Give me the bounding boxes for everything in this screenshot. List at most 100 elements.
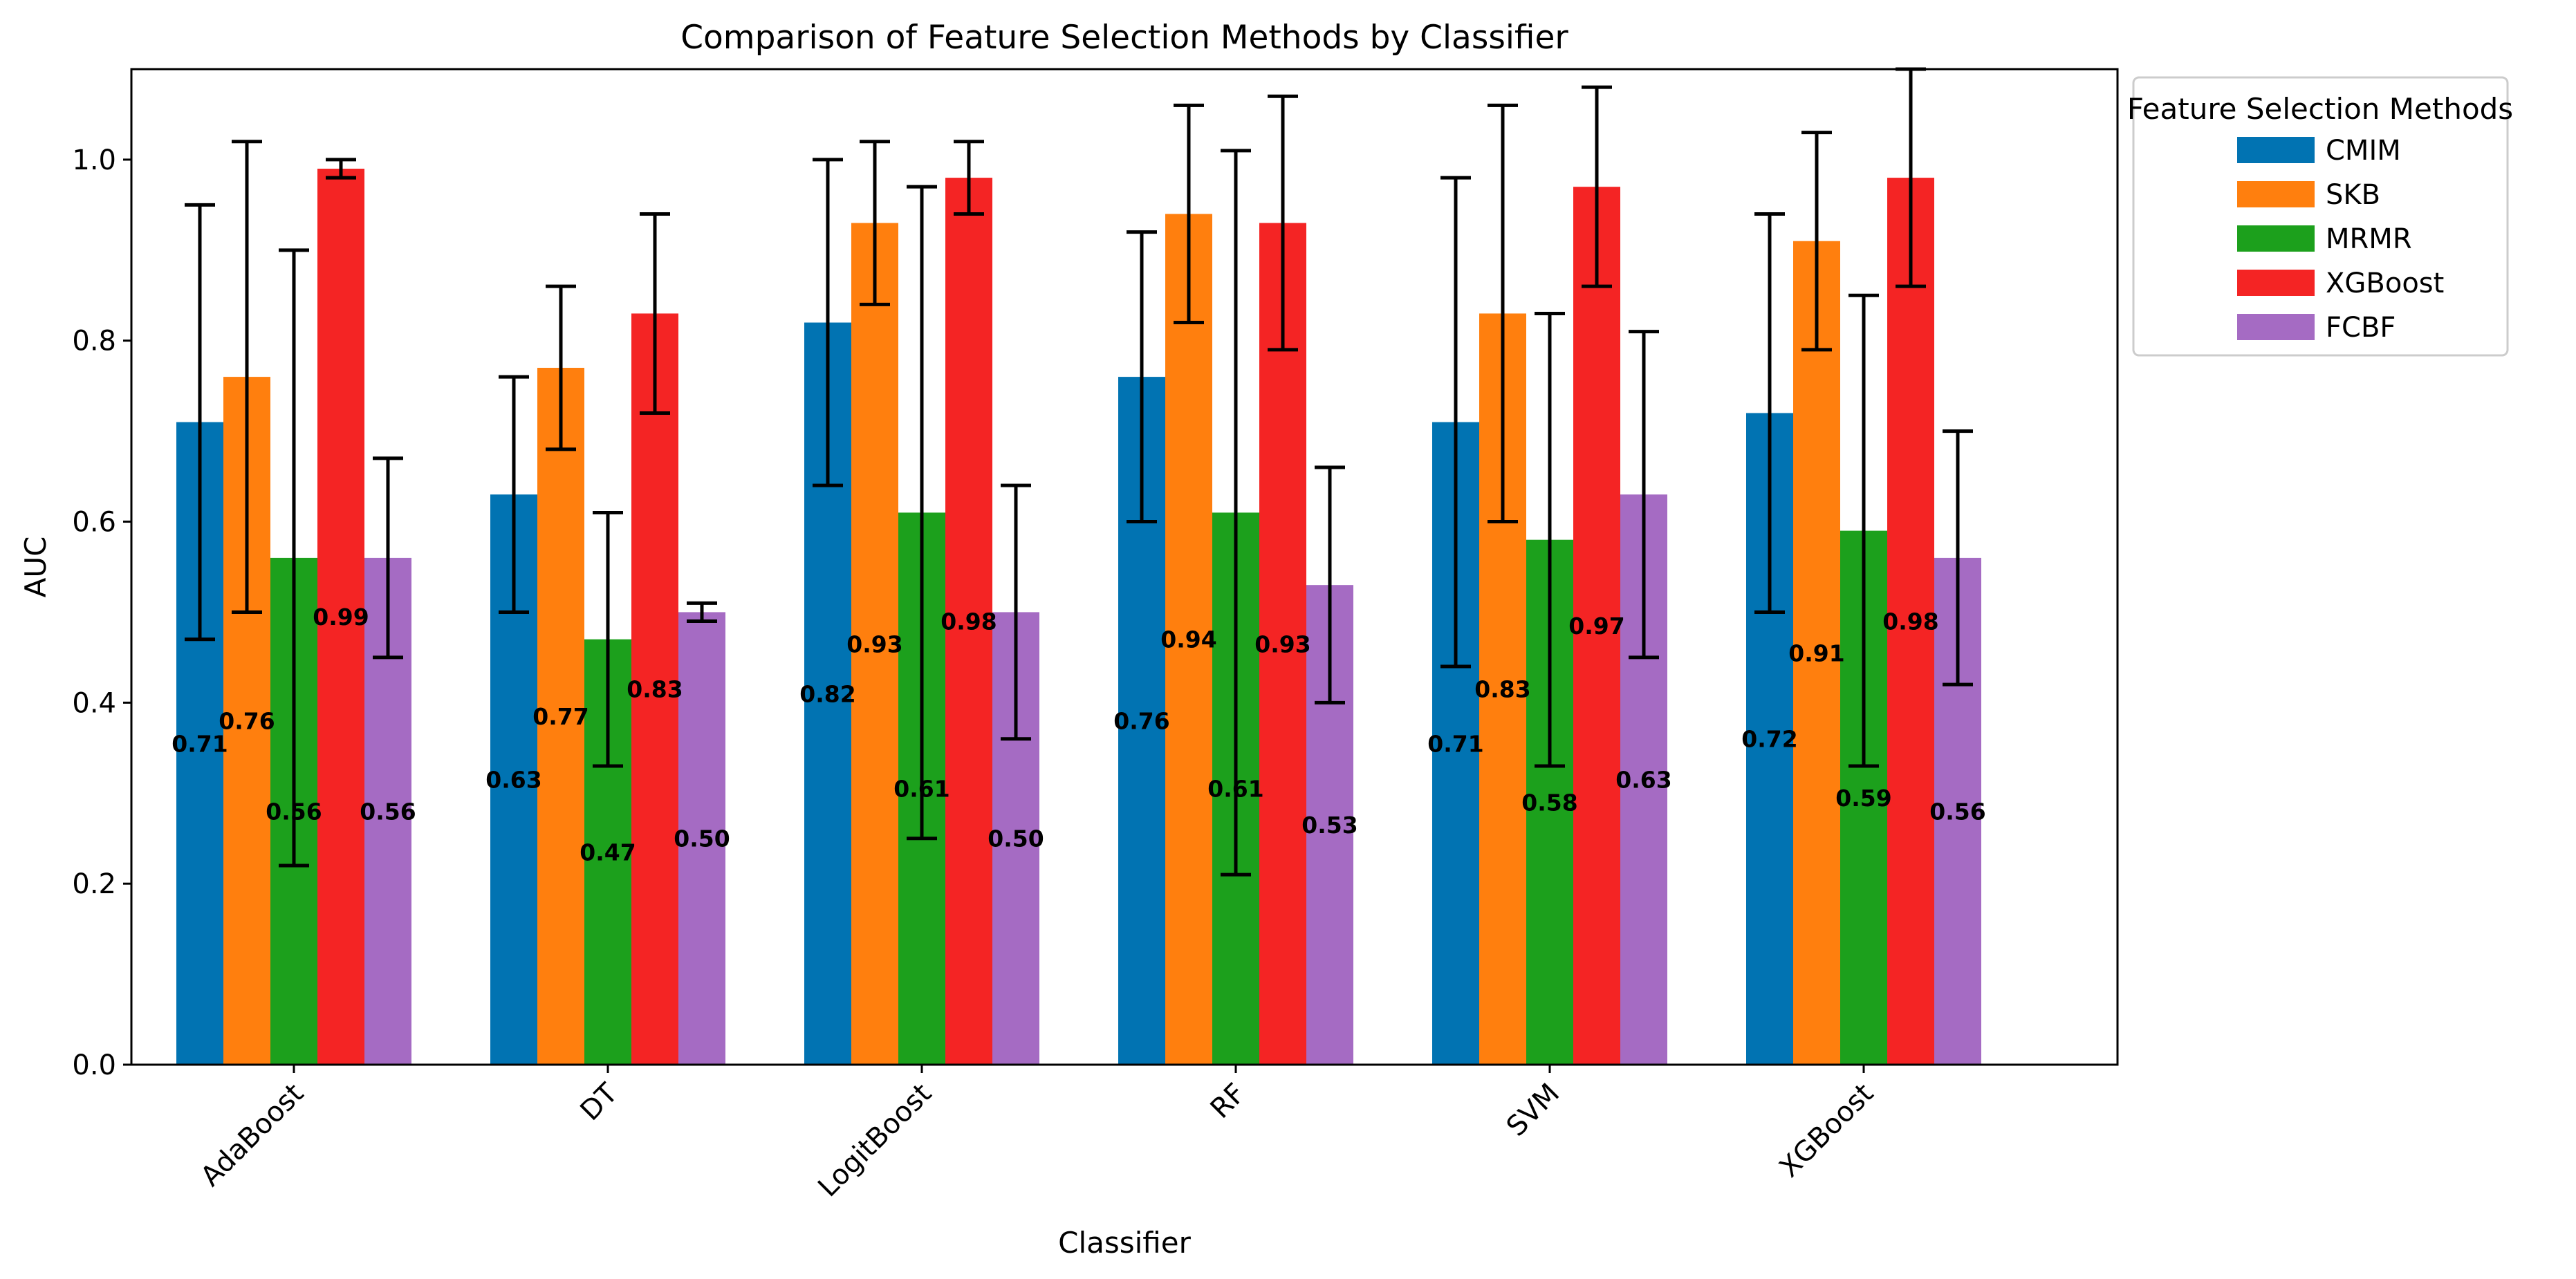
data-label-xgboost-dt: 0.83 xyxy=(627,676,683,703)
legend-label-skb: SKB xyxy=(2326,179,2380,211)
plot-frame xyxy=(130,68,2119,1066)
bar-skb-dt xyxy=(537,368,584,1065)
error-bar-xgboost-logitboost xyxy=(954,140,984,216)
error-bar-mrmr-svm xyxy=(1535,311,1565,768)
data-label-xgboost-svm: 0.97 xyxy=(1568,613,1624,640)
data-label-cmim-adaboost: 0.71 xyxy=(172,730,228,757)
data-label-skb-svm: 0.83 xyxy=(1474,676,1530,703)
x-axis-label: Classifier xyxy=(1058,1226,1191,1260)
legend-swatch-cmim xyxy=(2237,137,2315,163)
legend: Feature Selection Methods CMIM SKB MRMR XGB… xyxy=(2127,76,2513,357)
x-tick-label-logitboost: LogitBoost xyxy=(812,1078,938,1204)
legend-swatch-fcbf xyxy=(2237,314,2315,340)
error-bar-skb-rf xyxy=(1174,103,1204,325)
error-bar-cmim-xgboost xyxy=(1754,212,1785,614)
error-bar-skb-svm xyxy=(1488,103,1518,524)
data-label-xgboost-logitboost: 0.98 xyxy=(940,608,997,635)
error-bar-cmim-adaboost xyxy=(185,203,215,642)
bar-skb-xgboost xyxy=(1793,241,1840,1065)
chart-title: Comparison of Feature Selection Methods … xyxy=(680,19,1568,57)
legend-label-cmim: CMIM xyxy=(2326,135,2401,167)
bar-skb-rf xyxy=(1165,214,1212,1065)
error-bar-skb-dt xyxy=(546,284,576,451)
x-tick-label-xgboost: XGBoost xyxy=(1773,1078,1880,1184)
data-label-cmim-xgboost: 0.72 xyxy=(1741,726,1797,753)
data-label-fcbf-logitboost: 0.50 xyxy=(988,825,1044,852)
error-bar-cmim-svm xyxy=(1440,176,1471,669)
data-label-fcbf-adaboost: 0.56 xyxy=(360,798,416,825)
bar-xgboost-logitboost xyxy=(945,178,992,1065)
y-tick-label: 0.4 xyxy=(72,687,116,719)
data-label-skb-rf: 0.94 xyxy=(1160,626,1216,653)
error-bar-skb-logitboost xyxy=(860,140,890,306)
legend-title: Feature Selection Methods xyxy=(2127,92,2513,126)
error-bar-cmim-dt xyxy=(499,375,529,614)
error-bar-fcbf-adaboost xyxy=(373,456,403,660)
data-label-skb-xgboost: 0.91 xyxy=(1788,640,1844,666)
error-bar-fcbf-xgboost xyxy=(1943,429,1973,687)
legend-label-xgboost: XGBoost xyxy=(2326,268,2444,299)
data-label-mrmr-xgboost: 0.59 xyxy=(1835,785,1891,812)
data-label-fcbf-svm: 0.63 xyxy=(1615,767,1671,794)
x-tick-label-adaboost: AdaBoost xyxy=(195,1078,311,1193)
bar-fcbf-dt xyxy=(678,612,725,1065)
data-label-fcbf-xgboost: 0.56 xyxy=(1929,798,1985,825)
error-bar-skb-xgboost xyxy=(1801,131,1832,352)
data-label-xgboost-rf: 0.93 xyxy=(1254,631,1310,657)
error-bar-xgboost-dt xyxy=(640,212,670,415)
data-label-mrmr-logitboost: 0.61 xyxy=(893,776,949,803)
legend-label-mrmr: MRMR xyxy=(2326,223,2412,255)
legend-label-fcbf: FCBF xyxy=(2326,312,2396,344)
data-label-mrmr-dt: 0.47 xyxy=(580,839,636,866)
error-bar-mrmr-logitboost xyxy=(907,185,937,841)
data-label-cmim-rf: 0.76 xyxy=(1113,708,1169,735)
legend-swatch-mrmr xyxy=(2237,225,2315,252)
data-label-xgboost-xgboost: 0.98 xyxy=(1882,608,1938,635)
error-bar-mrmr-rf xyxy=(1221,149,1251,877)
error-bar-mrmr-dt xyxy=(593,510,623,768)
y-tick-label: 0.0 xyxy=(72,1049,116,1081)
data-label-skb-dt: 0.77 xyxy=(532,703,589,730)
bar-xgboost-dt xyxy=(631,313,678,1065)
y-axis-label: AUC xyxy=(19,536,53,598)
x-tick-label-svm: SVM xyxy=(1501,1078,1566,1143)
error-bar-mrmr-adaboost xyxy=(279,248,309,868)
error-bar-xgboost-rf xyxy=(1268,94,1298,352)
x-tick-label-dt: DT xyxy=(574,1077,624,1127)
error-bar-cmim-rf xyxy=(1127,230,1157,524)
data-label-skb-logitboost: 0.93 xyxy=(846,631,902,657)
bar-xgboost-svm xyxy=(1573,187,1620,1065)
y-tick-label: 1.0 xyxy=(72,144,116,176)
y-tick-label: 0.8 xyxy=(72,326,116,357)
error-bar-xgboost-adaboost xyxy=(326,158,356,180)
data-label-fcbf-rf: 0.53 xyxy=(1301,812,1358,839)
legend-swatch-skb xyxy=(2237,181,2315,207)
error-bar-skb-adaboost xyxy=(232,140,262,614)
error-bar-cmim-logitboost xyxy=(813,158,843,487)
error-bar-mrmr-xgboost xyxy=(1848,293,1879,768)
data-label-xgboost-adaboost: 0.99 xyxy=(313,604,369,631)
legend-items: CMIM SKB MRMR XGBoost FCBF xyxy=(2237,135,2444,344)
data-label-mrmr-rf: 0.61 xyxy=(1207,776,1263,803)
error-bar-xgboost-svm xyxy=(1582,85,1612,288)
x-tick-label-rf: RF xyxy=(1205,1078,1252,1125)
legend-swatch-xgboost xyxy=(2237,270,2315,296)
data-label-skb-adaboost: 0.76 xyxy=(219,708,275,735)
error-bar-fcbf-rf xyxy=(1315,465,1345,704)
error-bar-fcbf-dt xyxy=(687,601,717,624)
data-label-mrmr-adaboost: 0.56 xyxy=(266,798,322,825)
bar-xgboost-xgboost xyxy=(1887,178,1934,1065)
bar-skb-logitboost xyxy=(851,223,898,1065)
data-label-cmim-dt: 0.63 xyxy=(485,767,541,794)
bar-xgboost-rf xyxy=(1259,223,1306,1065)
data-label-cmim-logitboost: 0.82 xyxy=(799,680,855,707)
legend-frame xyxy=(2132,76,2509,357)
data-label-cmim-svm: 0.71 xyxy=(1427,730,1483,757)
y-tick-label: 0.6 xyxy=(72,507,116,539)
y-tick-label: 0.2 xyxy=(72,868,116,900)
plot-layer: 0.710.760.560.990.560.630.770.470.830.50… xyxy=(172,67,1986,1065)
error-bar-fcbf-logitboost xyxy=(1001,483,1031,741)
data-label-mrmr-svm: 0.58 xyxy=(1521,789,1577,816)
